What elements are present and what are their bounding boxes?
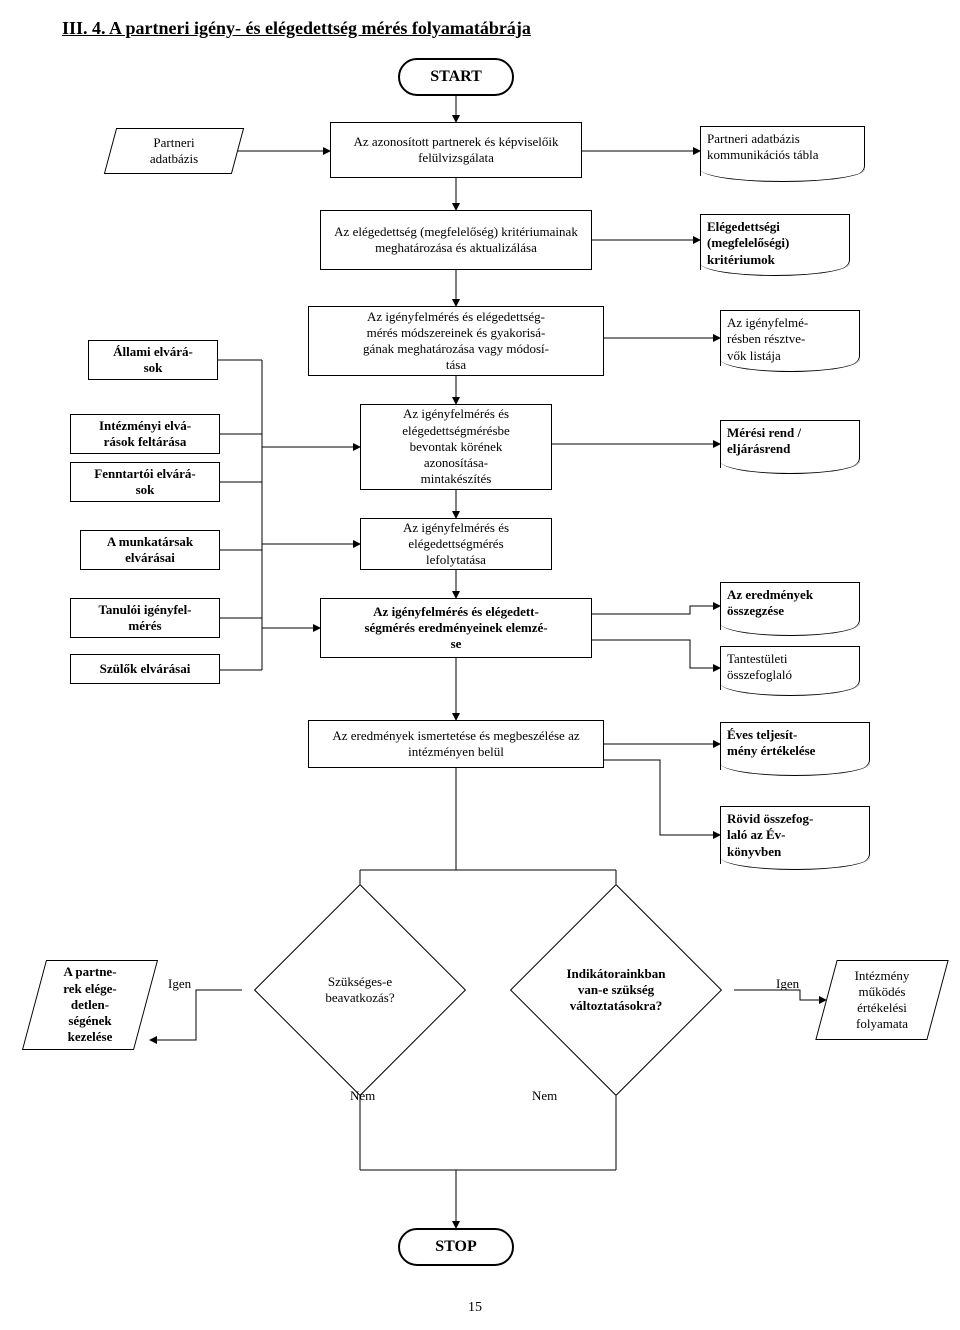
input-staff-expectations: A munkatársak elvárásai (80, 530, 220, 570)
label-no-right: Nem (532, 1088, 557, 1104)
process-methods-frequency: Az igényfelmérés és elégedettség- mérés … (308, 306, 604, 376)
decision-intervention-label: Szükséges-e beavatkozás? (242, 910, 478, 1070)
doc-procedure: Mérési rend / eljárásrend (720, 420, 860, 468)
io-institution-eval-process: Intézmény működés értékelési folyamata (826, 960, 938, 1040)
doc-faculty-summary: Tantestületi összefoglaló (720, 646, 860, 690)
input-state-expectations: Állami elvárá- sok (88, 340, 218, 380)
input-maintainer-expectations: Fenntartói elvárá- sok (70, 462, 220, 502)
process-analyze-results: Az igényfelmérés és elégedett- ségmérés … (320, 598, 592, 658)
doc-results-summary: Az eredmények összegzése (720, 582, 860, 630)
doc-participant-list: Az igényfelmé- résben résztve- vők listá… (720, 310, 860, 366)
doc-yearbook-summary: Rövid összefog- laló az Év- könyvben (720, 806, 870, 864)
io-dissatisfaction-handling: A partne- rek elége- detlen- ségének kez… (34, 960, 146, 1050)
io-institution-eval-label: Intézmény működés értékelési folyamata (826, 960, 938, 1040)
process-conduct-survey: Az igényfelmérés és elégedettségmérés le… (360, 518, 552, 570)
terminator-start: START (398, 58, 514, 96)
doc-annual-performance: Éves teljesít- mény értékelése (720, 722, 870, 770)
doc-criteria: Elégedettségi (megfelelőségi) kritériumo… (700, 214, 850, 270)
label-yes-right: Igen (776, 976, 799, 992)
page-title: III. 4. A partneri igény- és elégedettsé… (62, 18, 531, 39)
label-yes-left: Igen (168, 976, 191, 992)
doc-partner-db-comm-table: Partneri adatbázis kommunikációs tábla (700, 126, 865, 176)
process-criteria: Az elégedettség (megfelelőség) kritérium… (320, 210, 592, 270)
input-student-needs: Tanulói igényfel- mérés (70, 598, 220, 638)
io-partner-db: Partneri adatbázis (110, 128, 238, 174)
io-partner-db-label: Partneri adatbázis (110, 128, 238, 174)
terminator-stop: STOP (398, 1228, 514, 1266)
decision-indicator-label: Indikátorainkban van-e szükség változtat… (498, 910, 734, 1070)
input-parent-expectations: Szülők elvárásai (70, 654, 220, 684)
decision-intervention-needed: Szükséges-e beavatkozás? (242, 910, 478, 1070)
process-present-results: Az eredmények ismertetése és megbeszélés… (308, 720, 604, 768)
decision-indicator-change-needed: Indikátorainkban van-e szükség változtat… (498, 910, 734, 1070)
process-review-partners: Az azonosított partnerek és képviselőik … (330, 122, 582, 178)
label-no-left: Nem (350, 1088, 375, 1104)
input-institutional-expectations: Intézményi elvá- rások feltárása (70, 414, 220, 454)
process-identify-sampling: Az igényfelmérés és elégedettségmérésbe … (360, 404, 552, 490)
page-number: 15 (468, 1300, 482, 1316)
io-dissatisfaction-label: A partne- rek elége- detlen- ségének kez… (34, 960, 146, 1050)
